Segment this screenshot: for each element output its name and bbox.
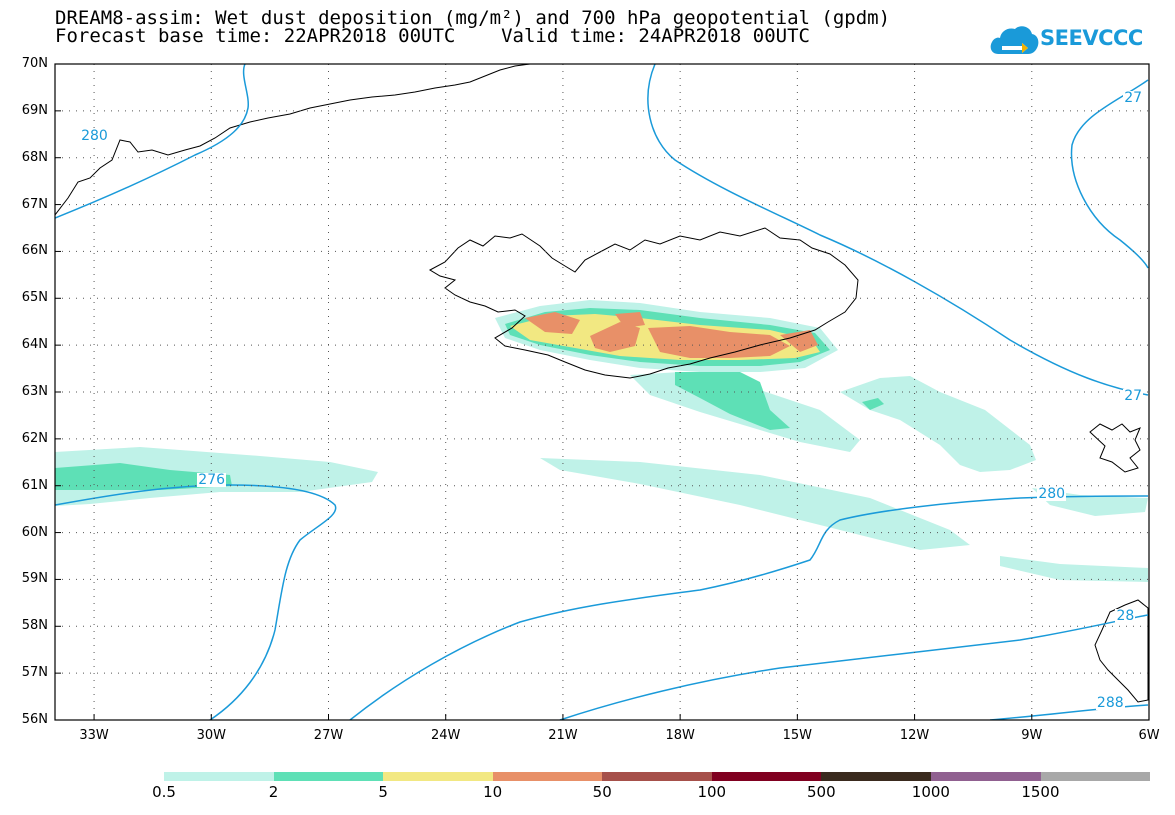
colorbar-label: 50: [592, 783, 612, 801]
seevccc-logo: SEEVCCC: [988, 18, 1143, 62]
lon-label: 21W: [548, 728, 578, 743]
colorbar-label: 10: [483, 783, 503, 801]
lat-label: 63N: [21, 384, 48, 399]
lat-label: 60N: [21, 524, 48, 540]
dust-deposition-field: [55, 300, 1148, 582]
contour-label: 27: [1123, 387, 1144, 404]
lon-label: 15W: [782, 728, 813, 743]
lon-label: 30W: [196, 728, 226, 743]
lat-label: 69N: [21, 102, 48, 118]
contour-label: 280: [80, 127, 109, 144]
contour-label: 280: [1037, 486, 1067, 503]
lat-label: 62N: [21, 430, 48, 446]
colorbar-swatch: [602, 772, 712, 781]
colorbar-label: 100: [697, 783, 727, 801]
contour-label: 28: [1115, 607, 1136, 624]
colorbar-label: 2: [268, 783, 279, 801]
lat-label: 57N: [21, 665, 48, 681]
colorbar-label: 1500: [1021, 783, 1060, 801]
lat-label: 59N: [21, 571, 48, 587]
contour-label: 27: [1123, 90, 1144, 107]
lat-label: 67N: [21, 196, 48, 212]
colorbar-swatch: [492, 772, 603, 781]
contour-label: 276: [197, 472, 227, 489]
map-subtitle: Forecast base time: 22APR2018 00UTC Vali…: [55, 25, 810, 47]
coastlines: [55, 64, 1149, 703]
colorbar: [164, 772, 1151, 781]
lat-label: 70N: [21, 56, 48, 71]
colorbar-swatch: [164, 772, 274, 781]
contour-label: 288: [1095, 694, 1125, 711]
lon-label: 33W: [79, 728, 109, 743]
lat-label: 65N: [21, 290, 48, 306]
colorbar-swatch: [383, 772, 493, 781]
colorbar-swatch: [273, 772, 384, 781]
colorbar-swatch: [1040, 772, 1151, 781]
colorbar-swatch: [821, 772, 931, 781]
cloud-icon: [990, 26, 1039, 54]
colorbar-label: 5: [378, 783, 388, 801]
lat-label: 64N: [21, 337, 48, 353]
lat-label: 68N: [21, 149, 48, 165]
lon-label: 9W: [1021, 728, 1043, 743]
graticule: [55, 64, 1149, 720]
colorbar-swatch: [930, 772, 1041, 781]
lat-label: 58N: [21, 618, 48, 634]
axis-ticks: [55, 63, 1150, 721]
colorbar-label: 1000: [911, 783, 950, 801]
lat-label: 66N: [21, 243, 48, 259]
lon-label: 6W: [1138, 728, 1160, 743]
lon-label: 12W: [899, 728, 930, 743]
logo-text: SEEVCCC: [1040, 26, 1143, 50]
colorbar-label: 0.5: [152, 783, 176, 801]
colorbar-swatch: [711, 772, 822, 781]
colorbar-label: 500: [807, 783, 836, 801]
map-title: DREAM8-assim: Wet dust deposition (mg/m²…: [55, 7, 891, 29]
lon-label: 24W: [431, 728, 461, 743]
lon-label: 18W: [665, 728, 695, 743]
lat-label: 56N: [21, 712, 48, 727]
lon-label: 27W: [313, 728, 344, 743]
lat-label: 61N: [21, 477, 48, 493]
geopotential-contours: [55, 64, 1149, 720]
